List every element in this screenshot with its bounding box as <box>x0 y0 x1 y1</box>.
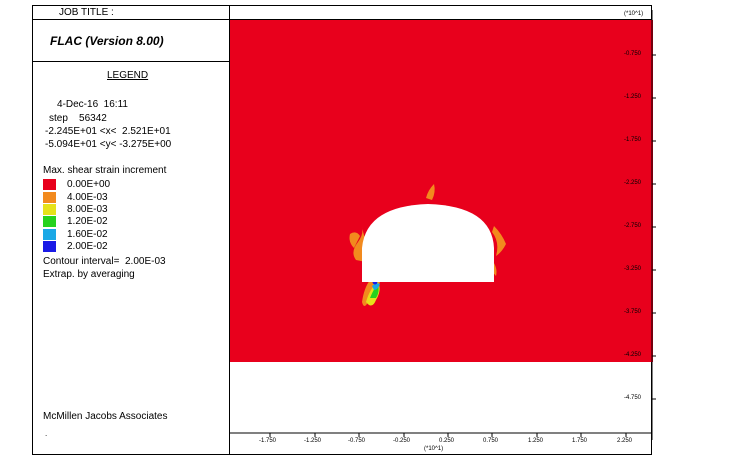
x-tick-7: 1.750 <box>572 438 588 444</box>
contour-swatch-3 <box>43 216 56 227</box>
shear-zone-left-wall <box>349 232 360 248</box>
contour-swatch-5 <box>43 241 56 252</box>
x-tick-1: -1.250 <box>304 438 322 444</box>
y-tick-3: -2.250 <box>624 180 642 186</box>
legend-x-range: -2.245E+01 <x< 2.521E+01 <box>45 126 171 137</box>
x-axis-multiplier: (*10^1) <box>424 446 444 452</box>
y-tick-0: -0.750 <box>624 51 642 57</box>
legend-date: 4-Dec-16 16:11 <box>57 99 128 110</box>
y-axis-multiplier: (*10^1) <box>624 11 644 17</box>
strain-field <box>230 20 653 362</box>
contour-label-5: 2.00E-02 <box>67 241 108 252</box>
legend-step: step 56342 <box>49 113 107 124</box>
plot-frame: JOB TITLE : FLAC (Version 8.00) LEGEND 4… <box>32 5 653 455</box>
contour-swatch-1 <box>43 192 56 203</box>
shear-zone-crown <box>426 184 435 200</box>
y-tick-4: -2.750 <box>624 223 642 229</box>
x-tick-3: -0.250 <box>393 438 411 444</box>
x-tick-5: 0.750 <box>483 438 499 444</box>
y-tick-1: -1.250 <box>624 94 642 100</box>
x-tick-6: 1.250 <box>528 438 544 444</box>
x-tick-4: 0.250 <box>439 438 455 444</box>
contour-label-3: 1.20E-02 <box>67 216 108 227</box>
job-title: JOB TITLE : <box>33 6 651 20</box>
model-area <box>230 20 653 362</box>
y-tick-2: -1.750 <box>624 137 642 143</box>
y-tick-7: -4.250 <box>624 352 642 358</box>
y-tick-6: -3.750 <box>624 309 642 315</box>
contour-title: Max. shear strain increment <box>43 165 167 176</box>
contour-label-2: 8.00E-03 <box>67 204 108 215</box>
company-dot: . <box>45 429 48 438</box>
strain-contour-plot <box>230 20 653 362</box>
strain-cyan <box>372 283 380 290</box>
legend-y-range: -5.094E+01 <y< -3.275E+00 <box>45 139 172 150</box>
contour-label-1: 4.00E-03 <box>67 192 108 203</box>
x-tick-2: -0.750 <box>348 438 366 444</box>
x-tick-8: 2.250 <box>617 438 633 444</box>
contour-interval: Contour interval= 2.00E-03 <box>43 256 166 267</box>
company-name: McMillen Jacobs Associates <box>43 411 168 422</box>
contour-label-0: 0.00E+00 <box>67 179 111 190</box>
y-tick-8: -4.750 <box>624 395 642 401</box>
x-tick-0: -1.750 <box>259 438 277 444</box>
shear-zone-right-wall <box>492 226 506 256</box>
app-title: FLAC (Version 8.00) <box>33 20 230 62</box>
contour-swatch-0 <box>43 179 56 190</box>
y-tick-5: -3.250 <box>624 266 642 272</box>
tunnel-opening <box>362 204 494 282</box>
contour-swatch-2 <box>43 204 56 215</box>
extrap-note: Extrap. by averaging <box>43 269 135 280</box>
contour-swatch-4 <box>43 229 56 240</box>
contour-label-4: 1.60E-02 <box>67 229 108 240</box>
legend-panel: FLAC (Version 8.00) LEGEND 4-Dec-16 16:1… <box>33 6 230 454</box>
legend-heading: LEGEND <box>107 70 149 81</box>
